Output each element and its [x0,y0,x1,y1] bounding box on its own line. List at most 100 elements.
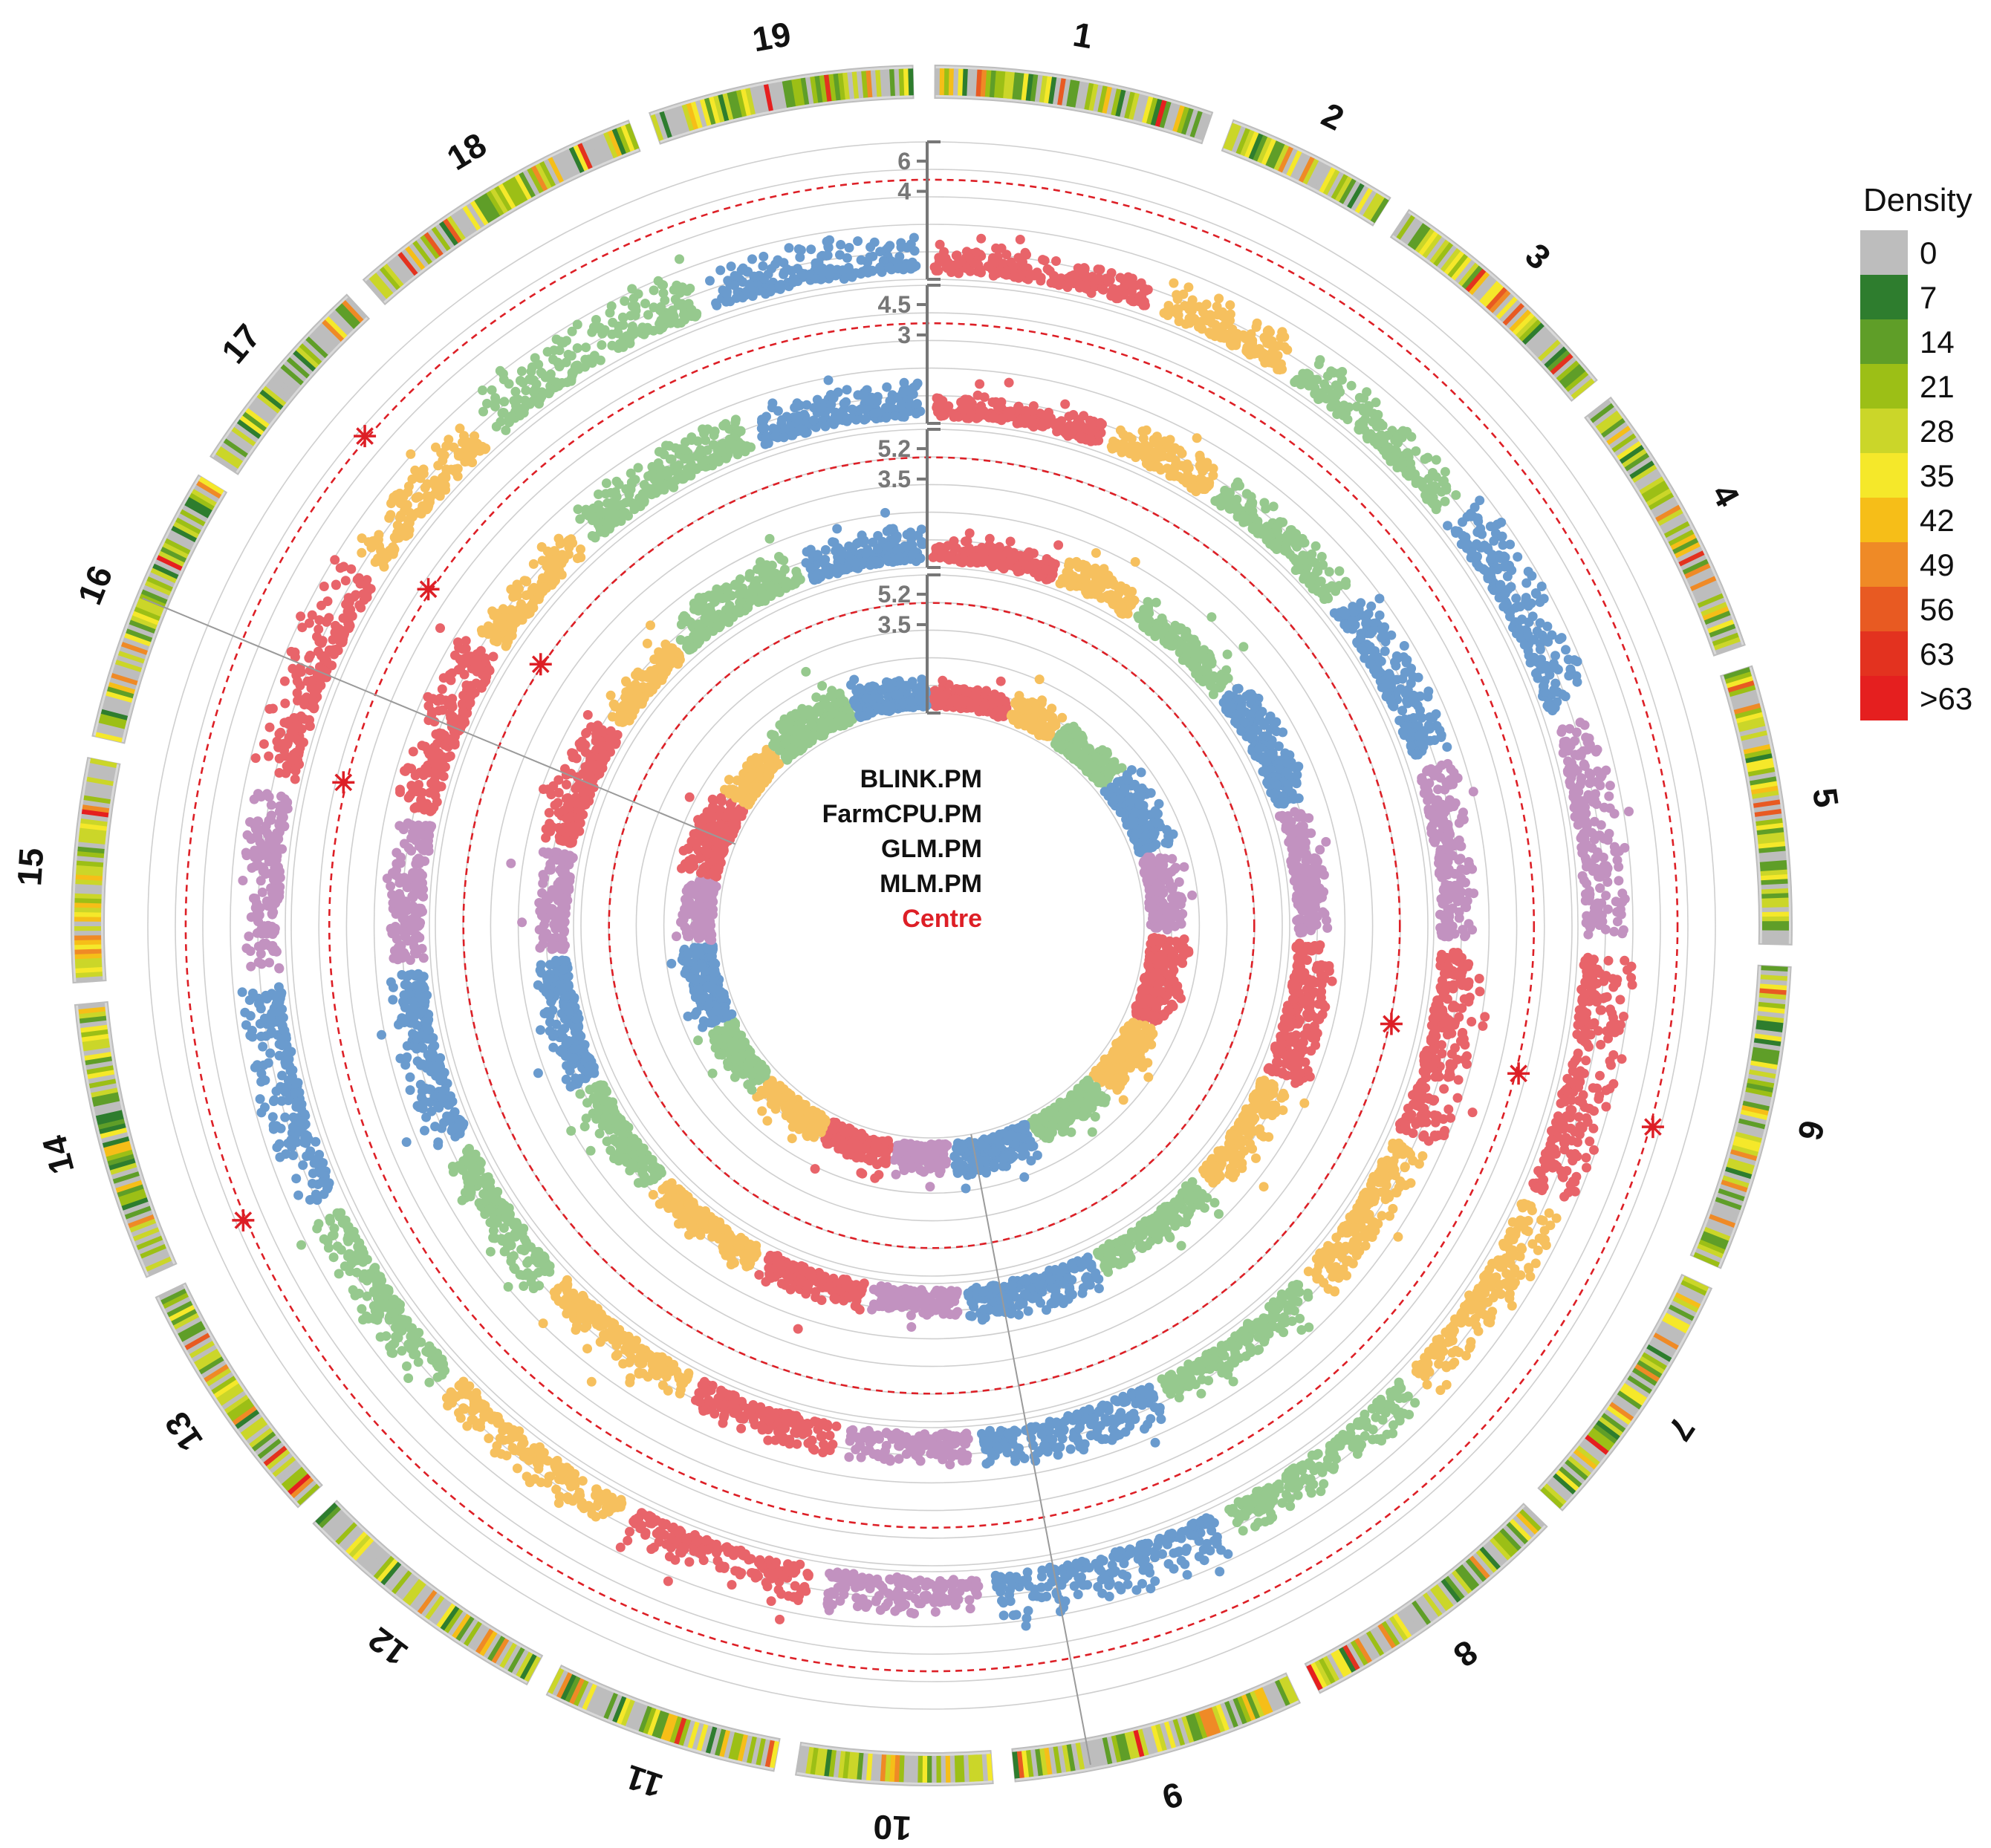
density-bin [379,266,401,290]
density-bin [1062,1745,1071,1772]
snp-point [1495,579,1506,590]
density-bin [1755,822,1784,831]
density-bin [810,1747,819,1775]
snp-point [1133,296,1143,306]
snp-point [344,620,354,631]
density-bin [498,183,516,209]
snp-point [1069,1581,1079,1591]
density-bin [1407,223,1427,248]
snp-point [772,1568,782,1578]
density-bin [1400,218,1420,243]
snp-point [723,1547,733,1558]
density-bin [718,1730,731,1757]
density-bin [105,1149,134,1162]
density-bin [368,275,391,299]
snp-point [328,645,338,655]
snp-point [564,1477,574,1487]
density-bin [1486,1540,1508,1564]
density-bin [1585,1434,1609,1456]
density-bin [1706,1218,1734,1233]
snp-point [1626,972,1637,983]
density-bin [1614,437,1640,457]
snp-point [1205,310,1215,320]
snp-point [1304,1458,1314,1468]
snp-point [269,841,279,851]
density-bin [1670,1300,1697,1318]
density-bin [191,1344,218,1363]
density-bin [268,378,293,400]
snp-point [505,411,516,422]
density-bin [1120,1733,1131,1761]
density-bin [253,397,279,417]
snp-point [1594,1094,1604,1104]
snp-point [998,1598,1009,1608]
density-bin [1111,1735,1122,1763]
density-bin [1482,284,1504,308]
snp-point [1036,273,1046,283]
snp-point [1582,912,1593,923]
snp-point [289,713,299,723]
density-bin [672,106,686,134]
snp-point [280,1087,290,1097]
snp-point [288,1112,299,1122]
density-bin [1675,1292,1701,1309]
density-bin [1695,1248,1722,1263]
snp-point [288,755,298,765]
snp-point [770,259,781,270]
snp-point [416,509,426,519]
density-bin [348,1534,371,1558]
density-bin [1627,1375,1652,1394]
density-bin [884,69,891,97]
density-bin [1624,452,1650,472]
snp-point [536,1449,547,1460]
snp-point [1489,536,1499,546]
density-bin [1137,1728,1149,1757]
snp-point [1461,1350,1471,1361]
density-bin [814,1748,823,1776]
snp-point [496,417,506,427]
snp-point [357,1253,366,1263]
density-bin [1624,1379,1650,1399]
density-bin [1565,371,1589,393]
snp-point [884,262,894,273]
density-bin [1723,667,1751,680]
density-bin [1692,580,1719,596]
snp-point [566,351,576,361]
snp-point [375,1332,386,1342]
density-bin [74,902,102,908]
density-bin [842,72,851,100]
density-bin [1729,689,1758,702]
snp-point [330,555,340,565]
density-bin [1163,102,1177,130]
density-bin [198,1356,224,1375]
density-bin [1743,1096,1771,1107]
snp-point [730,270,740,281]
density-bin [229,1402,255,1422]
snp-point [1600,924,1611,934]
density-bin [1479,1546,1501,1570]
density-bin [663,109,678,137]
density-bin [912,1755,918,1783]
density-bin [221,442,246,461]
density-bin [1709,623,1736,638]
snp-point [1423,1359,1433,1369]
density-bin [235,1409,260,1429]
density-bin [681,104,695,131]
density-bin [1755,1020,1784,1029]
density-bin [328,313,351,336]
density-bin [1093,85,1103,112]
snp-point [1549,658,1559,668]
density-bin [180,509,206,527]
density-bin [723,1731,735,1759]
density-bin [423,232,444,257]
snp-point [1139,283,1149,293]
snp-point [1373,409,1383,420]
density-bin [833,1750,842,1778]
density-bin [1180,108,1195,135]
density-bin [745,88,756,115]
snp-point [348,1285,358,1295]
snp-point [1543,637,1553,647]
density-bin [203,1364,230,1383]
density-bin [79,1015,107,1024]
snp-point [587,1509,597,1519]
